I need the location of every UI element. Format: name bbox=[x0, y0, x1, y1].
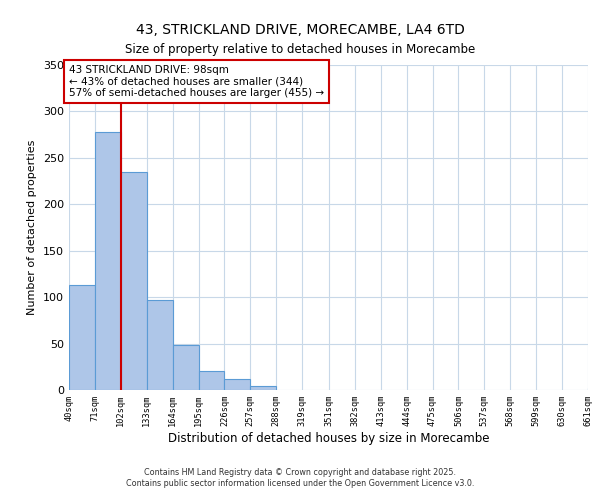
Bar bbox=[173, 344, 199, 390]
Bar bbox=[69, 285, 95, 390]
Text: Contains HM Land Registry data © Crown copyright and database right 2025.
Contai: Contains HM Land Registry data © Crown c… bbox=[126, 468, 474, 487]
Text: 43 STRICKLAND DRIVE: 98sqm
← 43% of detached houses are smaller (344)
57% of sem: 43 STRICKLAND DRIVE: 98sqm ← 43% of deta… bbox=[69, 65, 324, 98]
Bar bbox=[95, 132, 121, 390]
Y-axis label: Number of detached properties: Number of detached properties bbox=[28, 140, 37, 315]
Bar bbox=[250, 386, 276, 390]
Bar bbox=[147, 300, 173, 390]
Bar bbox=[199, 372, 224, 390]
Bar bbox=[121, 172, 147, 390]
Bar bbox=[224, 379, 250, 390]
Bar bbox=[588, 388, 600, 390]
Text: Size of property relative to detached houses in Morecambe: Size of property relative to detached ho… bbox=[125, 42, 475, 56]
Text: 43, STRICKLAND DRIVE, MORECAMBE, LA4 6TD: 43, STRICKLAND DRIVE, MORECAMBE, LA4 6TD bbox=[136, 22, 464, 36]
X-axis label: Distribution of detached houses by size in Morecambe: Distribution of detached houses by size … bbox=[168, 432, 489, 445]
